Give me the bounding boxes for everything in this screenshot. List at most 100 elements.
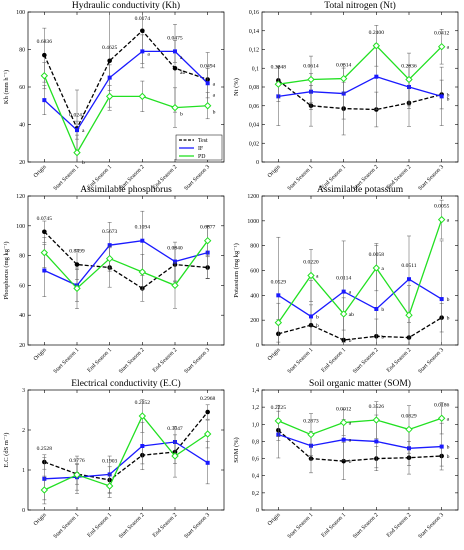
data-point (374, 439, 379, 444)
p-value-label: 0.0745 (37, 216, 53, 222)
y-tick-label: 0 (256, 508, 259, 514)
y-tick-label: 40 (19, 123, 25, 129)
p-value-label: 0.0511 (401, 263, 416, 269)
panel-title: Assimilable phosphorus (80, 185, 172, 195)
series-line-pd (43, 240, 209, 290)
significance-letter: a (349, 290, 352, 296)
significance-letter: b (82, 160, 85, 166)
data-point (276, 293, 281, 298)
data-point (40, 248, 49, 257)
y-tick-label: 0,14 (249, 29, 259, 35)
data-point (339, 418, 348, 427)
p-value-label: 0.6836 (37, 39, 53, 45)
series-line-if (278, 75, 442, 98)
data-point (42, 229, 47, 235)
plot-frame (261, 11, 459, 163)
data-point (140, 28, 145, 34)
data-point (341, 437, 346, 442)
x-tick-label: Origin (267, 512, 282, 527)
p-value-label: 0.0514 (336, 63, 352, 69)
x-tick-label: Start Season 1 (53, 512, 81, 540)
y-tick-label: 1,4 (252, 388, 259, 394)
p-value-label: 0.4625 (102, 45, 118, 51)
x-tick-label: End Season 2 (152, 347, 179, 374)
significance-letter: a (447, 45, 450, 51)
series-line-pd (44, 414, 209, 491)
y-tick-label: 120 (16, 194, 25, 200)
data-point (374, 74, 379, 79)
y-tick-label: 0,12 (249, 48, 259, 54)
data-point (138, 412, 147, 420)
x-tick-label: Start Season 2 (352, 347, 380, 375)
y-tick-label: 0,16 (249, 10, 259, 16)
p-value-label: 0.0058 (369, 252, 385, 258)
y-tick-label: 1200 (247, 194, 259, 200)
data-point (107, 243, 112, 248)
p-value-label: 0.8499 (69, 249, 85, 255)
x-tick-label: Start Season 2 (118, 512, 146, 540)
p-value-label: 0.2528 (37, 446, 53, 452)
plot-frame (261, 195, 459, 346)
p-value-label: 0.2352 (135, 400, 151, 406)
series-line-test (44, 411, 209, 481)
legend-label: PD (198, 154, 205, 160)
p-value-label: 0.2400 (369, 30, 385, 36)
significance-letter: a (381, 266, 384, 272)
p-value-label: 0.0114 (336, 276, 351, 282)
p-value-label: 0.3248 (271, 64, 287, 70)
x-tick-label: Start Season 3 (183, 512, 211, 540)
significance-letter: a (82, 128, 85, 134)
x-tick-label: Start Season 1 (53, 347, 81, 375)
y-tick-label: 20 (19, 160, 25, 166)
p-value-label: 0.0840 (167, 246, 183, 252)
series-line-pd (43, 75, 208, 155)
data-point (339, 310, 348, 318)
series-line-if (278, 433, 442, 449)
data-point (437, 42, 446, 51)
panel-title: Electrical conductivity (E.C) (71, 378, 180, 389)
panel-title: Hydraulic conductivity (Kh) (72, 0, 180, 11)
significance-letter: a (447, 218, 450, 224)
data-point (42, 98, 47, 103)
significance-letter: b (447, 454, 450, 460)
data-point (73, 471, 81, 479)
data-point (407, 277, 411, 282)
significance-letter: b (447, 297, 450, 303)
y-tick-label: 0,4 (252, 474, 259, 480)
significance-letter: b (447, 96, 450, 102)
p-value-label: 0.0475 (167, 35, 183, 41)
data-point (437, 215, 446, 224)
data-point (138, 92, 147, 101)
x-tick-label: End Season 1 (87, 512, 114, 539)
plot-frame (27, 389, 225, 511)
y-tick-label: 600 (250, 269, 259, 275)
p-value-label: 0.0055 (434, 204, 450, 210)
y-tick-label: 2 (22, 428, 25, 434)
x-tick-label: Start Season 1 (287, 512, 315, 540)
data-point (274, 318, 283, 327)
data-point (171, 281, 179, 290)
data-point (73, 148, 81, 157)
p-value-label: 0.0494 (200, 64, 216, 70)
legend-label: Test (198, 138, 208, 144)
y-tick-label: 80 (19, 254, 25, 260)
y-tick-label: 1 (22, 468, 25, 474)
y-tick-label: 20 (19, 343, 25, 349)
y-tick-label: 0,6 (252, 457, 259, 463)
data-point (405, 425, 413, 434)
data-point (203, 430, 212, 438)
data-point (203, 102, 212, 110)
data-point (105, 254, 114, 263)
y-tick-label: 0,02 (249, 141, 259, 147)
x-tick-label: Start Season 3 (417, 512, 445, 540)
data-point (40, 486, 49, 494)
data-point (203, 236, 212, 245)
series-line-pd (277, 219, 443, 324)
series-line-test (277, 79, 442, 111)
x-tick-label: Start Season 3 (417, 347, 445, 375)
y-tick-label: 0 (256, 160, 259, 166)
p-value-label: 0.0241 (69, 112, 85, 118)
data-point (405, 75, 413, 84)
p-value-label: 0.2225 (271, 405, 287, 411)
data-point (107, 58, 112, 64)
